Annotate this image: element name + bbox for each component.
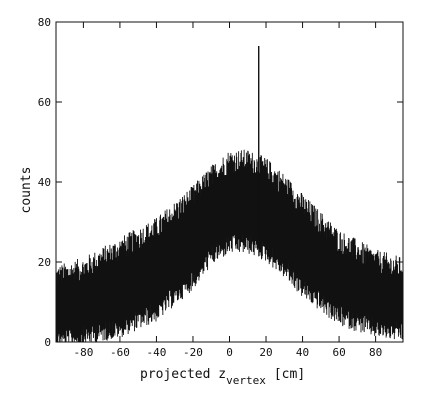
- x-tick-label: 40: [296, 346, 309, 359]
- data-band-layer: [55, 46, 404, 342]
- x-tick-label: 0: [226, 346, 233, 359]
- x-tick-label: -40: [147, 346, 167, 359]
- x-axis-label-main: projected z: [140, 367, 226, 382]
- ticks-layer: -80 -60 -40 -20 0 20 40 60 80 0 20 40 60 80: [38, 16, 403, 359]
- y-tick-label: 80: [38, 16, 51, 29]
- y-axis-label: counts: [19, 167, 34, 214]
- x-tick-label: -20: [183, 346, 203, 359]
- x-axis-label-unit: [cm]: [274, 367, 305, 382]
- y-tick-label: 20: [38, 256, 51, 269]
- plot-frame: [55, 21, 404, 343]
- x-axis-label: projected zvertex [cm]: [140, 367, 305, 387]
- x-tick-label: -80: [73, 346, 93, 359]
- y-tick-label: 0: [44, 336, 51, 349]
- x-tick-label: 80: [369, 346, 382, 359]
- x-tick-label: 60: [332, 346, 345, 359]
- data-band: [55, 149, 404, 342]
- x-tick-label: 20: [259, 346, 272, 359]
- y-tick-label: 60: [38, 96, 51, 109]
- x-tick-label: -60: [110, 346, 130, 359]
- x-axis-label-subscript: vertex: [226, 374, 266, 387]
- y-tick-label: 40: [38, 176, 51, 189]
